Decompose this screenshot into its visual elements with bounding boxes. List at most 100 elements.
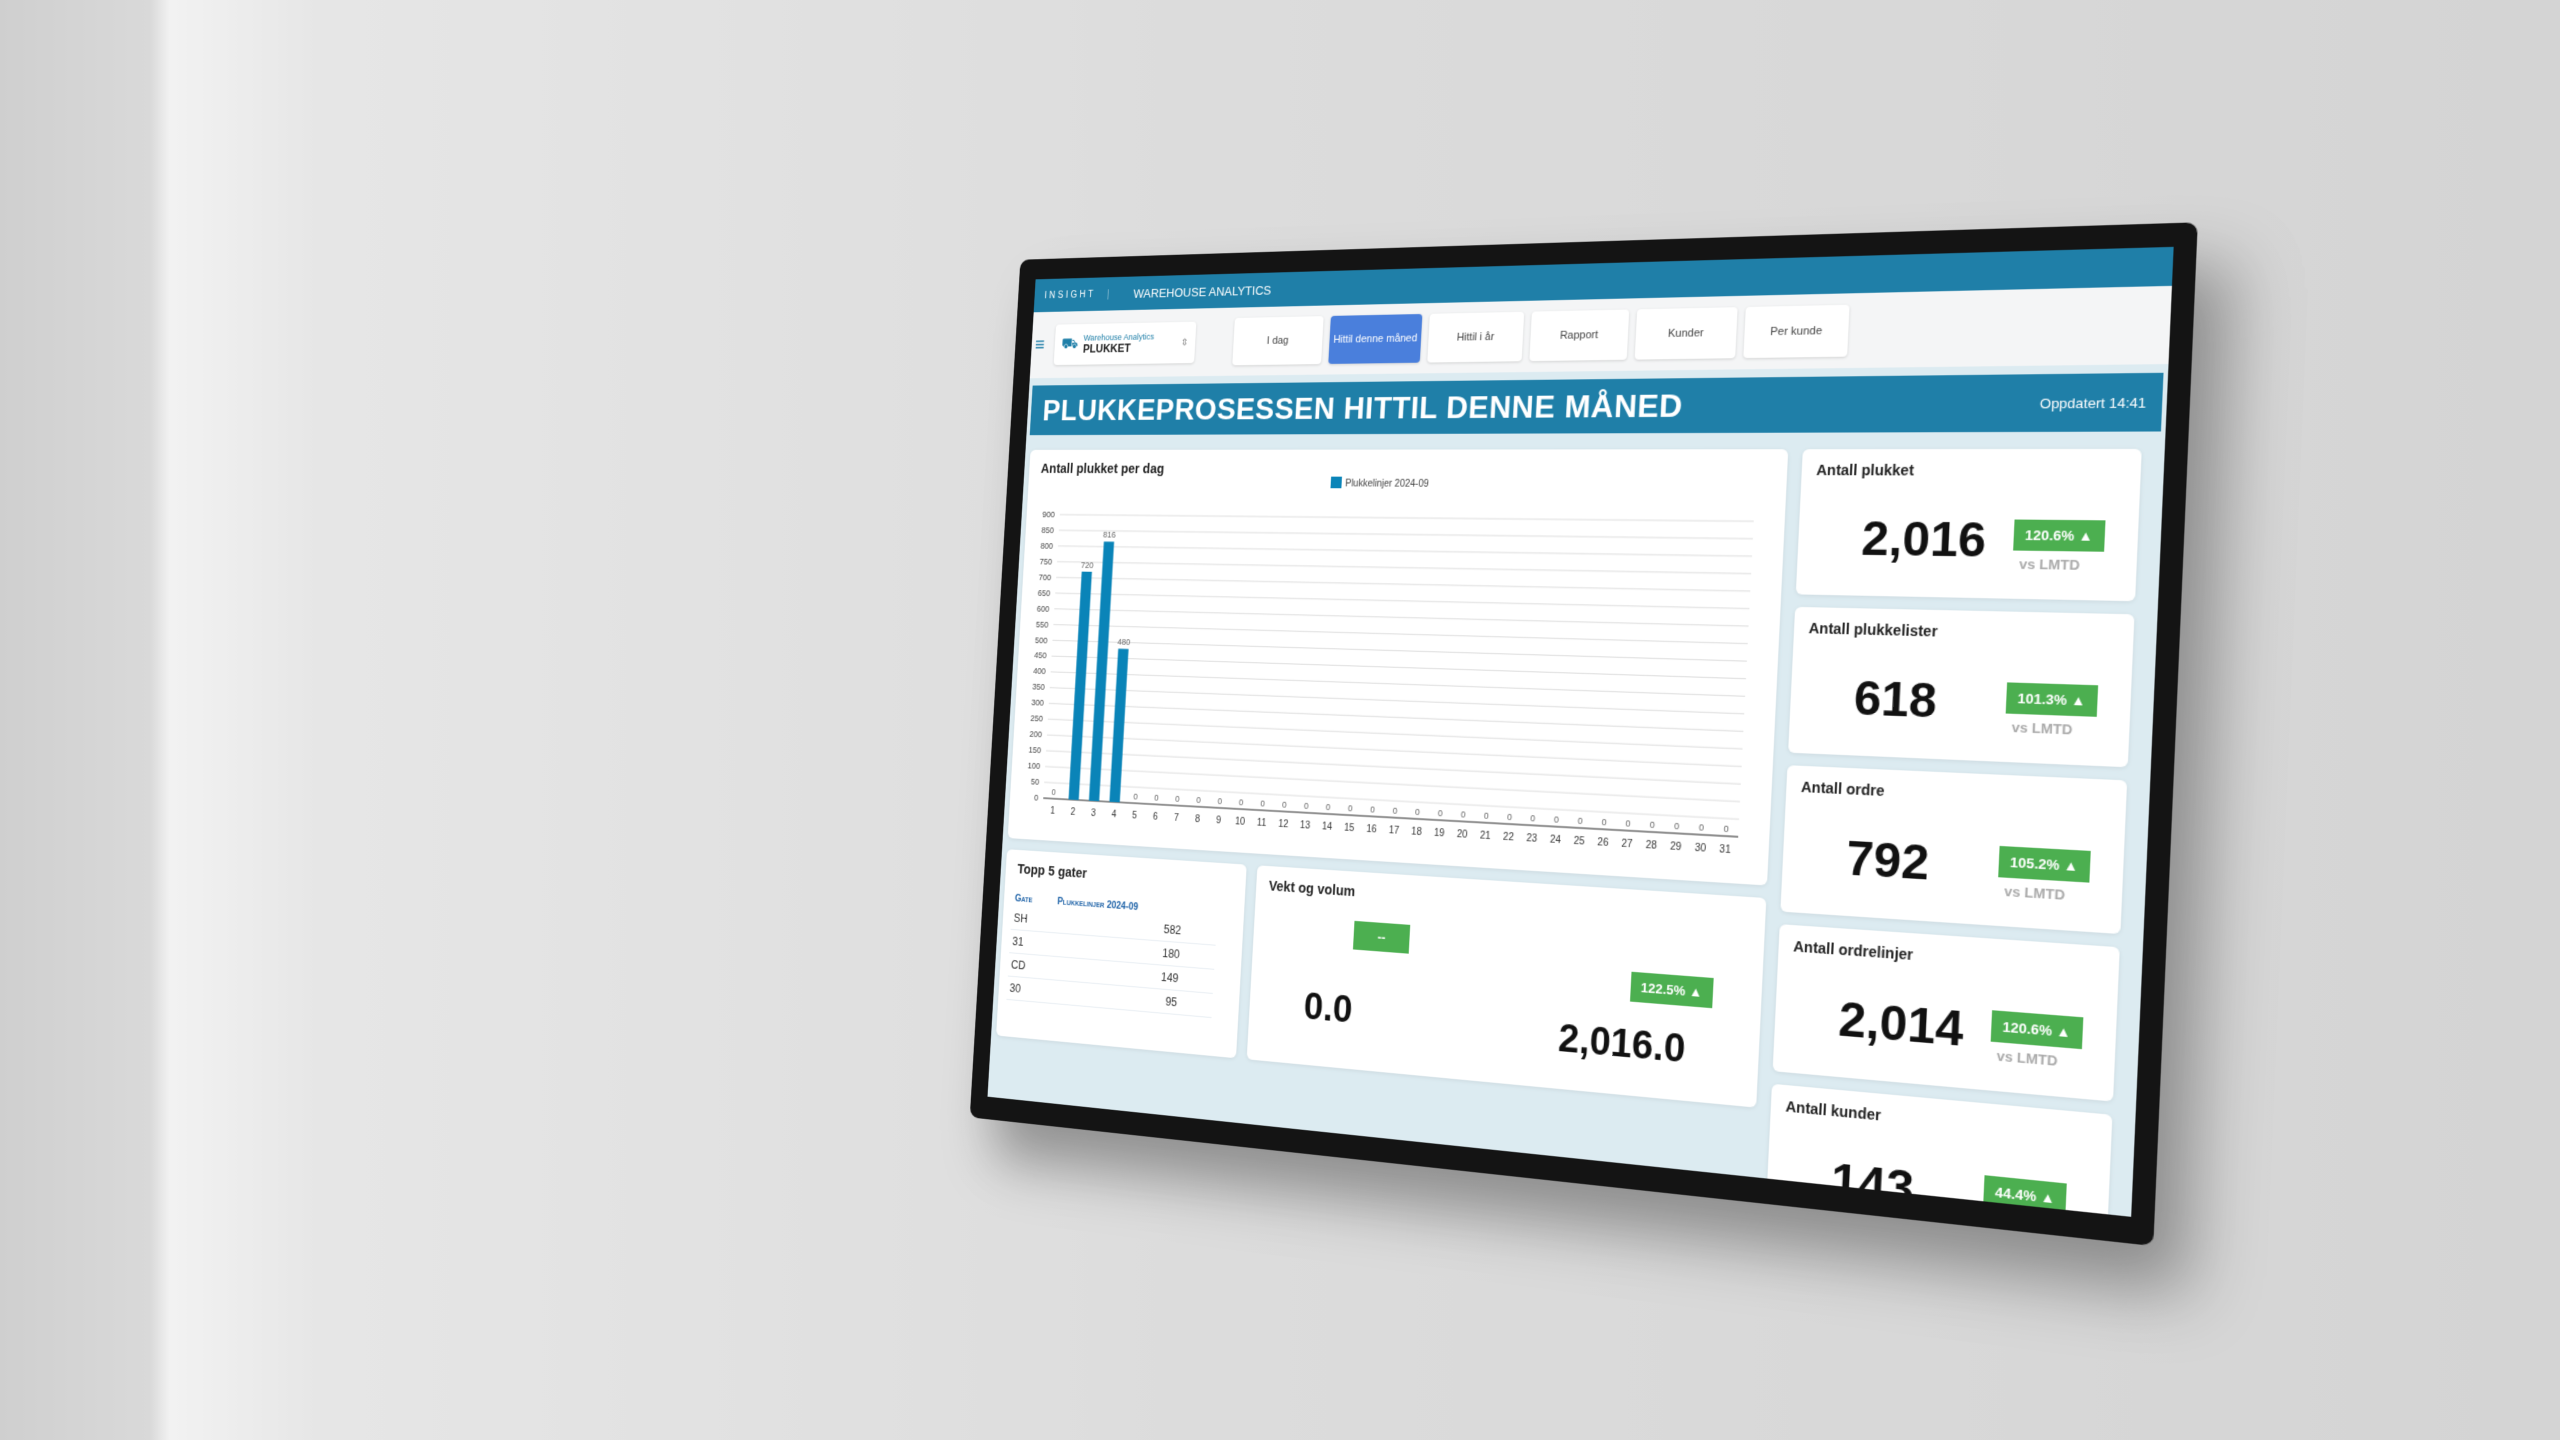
data-label: 0 — [1577, 815, 1583, 826]
x-tick-label: 29 — [1670, 841, 1682, 853]
bar — [1068, 571, 1092, 801]
kpi-title: Antall ordrelinjer — [1792, 937, 1914, 964]
gates-table: Gate Plukkelinjer 2024-09 SH 582 31 180 CD 149… — [1006, 891, 1217, 1018]
tab-rapport[interactable]: Rapport — [1529, 309, 1630, 362]
y-tick-label: 250 — [1030, 713, 1043, 723]
gridline — [1055, 593, 1749, 609]
bar-chart: Plukkelinjer 2024-0905010015020025030035… — [1027, 476, 1789, 856]
kpi-change-badge: 120.6% ▲ — [2013, 519, 2106, 552]
x-tick-label: 11 — [1257, 817, 1267, 829]
dashboard-screen: INSIGHT WAREHOUSE ANALYTICS ≡ ⛟ Warehous… — [987, 246, 2174, 1217]
data-label: 0 — [1282, 799, 1287, 809]
gate-cell: 30 — [1006, 976, 1051, 1004]
y-tick-label: 300 — [1031, 698, 1044, 708]
data-label: 0 — [1196, 795, 1201, 805]
gridline — [1050, 688, 1745, 714]
bar — [1109, 648, 1129, 803]
y-tick-label: 200 — [1029, 729, 1042, 739]
legend-label: Plukkelinjer 2024-09 — [1345, 478, 1429, 489]
kpi-card: Antall ordre 792 105.2% ▲ vs LMTD — [1780, 765, 2128, 935]
selector-value: PLUKKET — [1082, 341, 1131, 356]
x-tick-label: 31 — [1719, 844, 1731, 856]
x-tick-label: 16 — [1366, 824, 1377, 836]
data-label: 0 — [1484, 810, 1490, 821]
x-tick-label: 25 — [1573, 835, 1585, 847]
data-label: 0 — [1438, 808, 1443, 819]
x-tick-label: 24 — [1550, 834, 1562, 846]
data-label: 0 — [1554, 814, 1560, 825]
hamburger-menu-icon[interactable]: ≡ — [1034, 334, 1046, 355]
y-tick-label: 100 — [1027, 761, 1040, 771]
updown-arrows-icon: ⇳ — [1180, 337, 1189, 348]
data-label: 0 — [1370, 804, 1375, 814]
bar — [1088, 541, 1115, 802]
kpi-value: 2,014 — [1837, 990, 1965, 1057]
kpi-comparison-label: vs LMTD — [2003, 883, 2066, 904]
tab-i-dag[interactable]: I dag — [1232, 316, 1324, 366]
weight-volume-card: Vekt og volum -- 0.0 122.5% ▲ 2,016.0 — [1246, 865, 1767, 1108]
x-tick-label: 12 — [1278, 819, 1289, 831]
x-tick-label: 9 — [1216, 815, 1222, 826]
y-tick-label: 50 — [1031, 777, 1040, 787]
gridline — [1054, 609, 1748, 626]
data-label: 720 — [1081, 560, 1094, 570]
page-banner: PLUKKEPROSESSEN HITTIL DENNE MÅNED Oppda… — [1029, 372, 2164, 436]
x-tick-label: 28 — [1645, 840, 1657, 852]
data-label: 0 — [1650, 819, 1656, 830]
data-label: 0 — [1239, 797, 1244, 807]
report-selector[interactable]: ⛟ Warehouse Analytics PLUKKET ⇳ — [1053, 321, 1197, 366]
tab-per-kunde[interactable]: Per kunde — [1743, 304, 1850, 359]
y-tick-label: 750 — [1039, 557, 1052, 567]
gridline — [1057, 562, 1751, 574]
gate-cell: 31 — [1009, 929, 1053, 957]
y-tick-label: 600 — [1037, 604, 1050, 614]
x-tick-label: 23 — [1526, 833, 1537, 845]
data-label: 0 — [1326, 802, 1331, 812]
x-tick-label: 7 — [1174, 813, 1179, 824]
gridline — [1052, 640, 1746, 661]
kpi-comparison-label: vs LMTD — [2018, 555, 2081, 574]
kpi-value: 792 — [1845, 830, 1931, 891]
updated-time: Oppdatert 14:41 — [2039, 394, 2147, 412]
y-tick-label: 450 — [1034, 651, 1047, 661]
data-label: 0 — [1530, 813, 1536, 824]
y-tick-label: 150 — [1028, 745, 1041, 755]
kpi-title: Antall kunder — [1785, 1097, 1882, 1124]
kpi-title: Antall plukket — [1816, 461, 1915, 479]
gridline — [1046, 751, 1741, 784]
kpi-card: Antall kunder 143 44.4% ▲ — [1764, 1083, 2113, 1217]
x-tick-label: 19 — [1434, 828, 1445, 840]
logo: INSIGHT — [1044, 288, 1109, 301]
tab-kunder[interactable]: Kunder — [1634, 307, 1738, 360]
y-tick-label: 0 — [1034, 793, 1039, 803]
y-tick-label: 650 — [1038, 588, 1051, 598]
x-tick-label: 13 — [1300, 820, 1311, 832]
x-tick-label: 5 — [1132, 810, 1137, 821]
x-tick-label: 3 — [1091, 808, 1096, 819]
data-label: 0 — [1154, 793, 1159, 803]
x-tick-label: 15 — [1344, 822, 1355, 834]
data-label: 0 — [1625, 818, 1631, 829]
tab-hittil-denne-maned[interactable]: Hittil denne måned — [1328, 313, 1423, 364]
y-tick-label: 550 — [1036, 619, 1049, 629]
gridline — [1045, 766, 1740, 801]
gridline — [1048, 719, 1743, 749]
tab-hittil-i-ar[interactable]: Hittil i år — [1427, 311, 1525, 363]
kpi-change-badge: 105.2% ▲ — [1998, 845, 2091, 883]
data-label: 0 — [1415, 807, 1420, 818]
data-label: 0 — [1601, 817, 1607, 828]
kpi-value: 2,016 — [1860, 510, 1988, 568]
y-tick-label: 700 — [1038, 572, 1051, 582]
page-title: PLUKKEPROSESSEN HITTIL DENNE MÅNED — [1041, 386, 1684, 427]
gridline — [1047, 735, 1742, 767]
data-label: 0 — [1175, 794, 1180, 804]
weight-value: 0.0 — [1302, 986, 1354, 1032]
data-label: 0 — [1699, 822, 1705, 833]
kpi-title: Antall plukkelister — [1808, 619, 1938, 640]
legend-swatch — [1330, 476, 1343, 489]
wall-monitor: INSIGHT WAREHOUSE ANALYTICS ≡ ⛟ Warehous… — [969, 222, 2198, 1247]
data-label: 0 — [1723, 823, 1729, 834]
data-label: 480 — [1117, 637, 1130, 647]
weight-badge: -- — [1352, 920, 1411, 954]
kpi-change-badge: 44.4% ▲ — [1983, 1175, 2068, 1216]
